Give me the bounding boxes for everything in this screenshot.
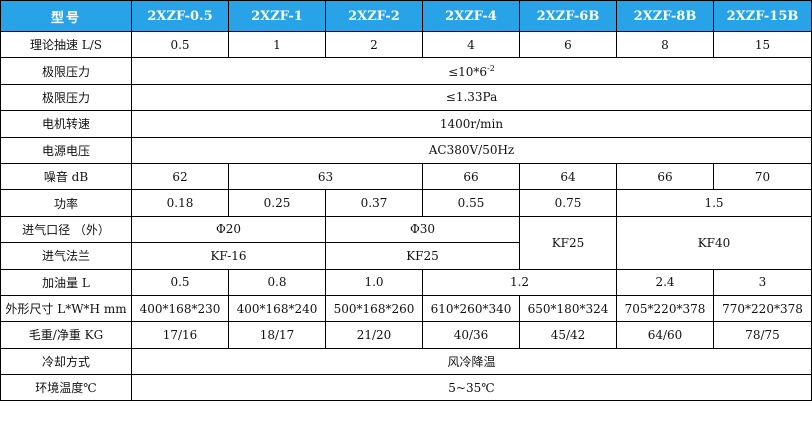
table-cell: 0.75 bbox=[519, 189, 617, 217]
table-cell: 63 bbox=[228, 162, 423, 191]
row-label: 进气口径 （外） bbox=[0, 215, 132, 244]
table-cell: 1 bbox=[228, 30, 326, 59]
table-cell: 0.5 bbox=[131, 30, 229, 59]
table-cell: 4 bbox=[422, 30, 520, 59]
table-cell: 0.8 bbox=[228, 268, 326, 296]
table-cell: KF25 bbox=[519, 215, 617, 270]
table-cell: 66 bbox=[422, 162, 520, 191]
row-label: 外形尺寸 L*W*H mm bbox=[0, 294, 132, 323]
row-power: 功率 0.18 0.25 0.37 0.55 0.75 1.5 bbox=[0, 189, 812, 217]
table-cell: 2 bbox=[325, 30, 423, 59]
header-row: 型号 2XZF-0.5 2XZF-1 2XZF-2 2XZF-4 2XZF-6B… bbox=[0, 0, 812, 32]
table-cell: 40/36 bbox=[422, 321, 520, 349]
table-cell: 45/42 bbox=[519, 321, 617, 349]
model-header: 2XZF-1 bbox=[228, 0, 326, 32]
pressure-value: ≤10*6 bbox=[448, 64, 488, 79]
table-cell: 62 bbox=[131, 162, 229, 191]
row-label: 电机转速 bbox=[0, 110, 132, 138]
table-cell-span: ≤1.33Pa bbox=[131, 83, 812, 112]
table-cell: Φ30 bbox=[325, 215, 520, 244]
row-label: 环境温度℃ bbox=[0, 374, 132, 402]
row-label: 毛重/净重 KG bbox=[0, 321, 132, 349]
row-oil: 加油量 L 0.5 0.8 1.0 1.2 2.4 3 bbox=[0, 268, 812, 296]
row-label: 进气法兰 bbox=[0, 242, 132, 270]
row-label: 功率 bbox=[0, 189, 132, 217]
row-noise: 噪音 dB 62 63 66 64 66 70 bbox=[0, 162, 812, 191]
table-cell: 64 bbox=[519, 162, 617, 191]
table-cell: 1.5 bbox=[616, 189, 812, 217]
table-cell: 78/75 bbox=[713, 321, 812, 349]
row-pumping-speed: 理论抽速 L/S 0.5 1 2 4 6 8 15 bbox=[0, 30, 812, 59]
model-header: 2XZF-4 bbox=[422, 0, 520, 32]
header-label: 型号 bbox=[0, 0, 132, 32]
table-cell: 6 bbox=[519, 30, 617, 59]
table-cell: 1.0 bbox=[325, 268, 423, 296]
table-cell: 1.2 bbox=[422, 268, 617, 296]
row-ambient-temperature: 环境温度℃ 5~35℃ bbox=[0, 374, 812, 402]
table-cell: 400*168*230 bbox=[131, 294, 229, 323]
table-cell: 0.5 bbox=[131, 268, 229, 296]
model-header: 2XZF-0.5 bbox=[131, 0, 229, 32]
table-cell: 15 bbox=[713, 30, 812, 59]
table-cell: 650*180*324 bbox=[519, 294, 617, 323]
pressure-exponent: -2 bbox=[487, 63, 495, 73]
table-cell: 17/16 bbox=[131, 321, 229, 349]
table-cell: KF25 bbox=[325, 242, 520, 270]
table-cell: 0.25 bbox=[228, 189, 326, 217]
table-cell-span: ≤10*6-2 bbox=[131, 57, 812, 85]
row-dimensions: 外形尺寸 L*W*H mm 400*168*230 400*168*240 50… bbox=[0, 294, 812, 323]
table-cell: KF40 bbox=[616, 215, 812, 270]
table-cell: 0.55 bbox=[422, 189, 520, 217]
table-cell: 400*168*240 bbox=[228, 294, 326, 323]
table-cell: 8 bbox=[616, 30, 714, 59]
row-label: 理论抽速 L/S bbox=[0, 30, 132, 59]
row-label: 冷却方式 bbox=[0, 347, 132, 376]
table-cell-span: 1400r/min bbox=[131, 110, 812, 138]
table-cell: 21/20 bbox=[325, 321, 423, 349]
row-ultimate-pressure-2: 极限压力 ≤1.33Pa bbox=[0, 83, 812, 112]
row-motor-speed: 电机转速 1400r/min bbox=[0, 110, 812, 138]
table-cell: 2.4 bbox=[616, 268, 714, 296]
row-inlet-flange: 进气法兰 KF-16 KF25 bbox=[0, 242, 812, 270]
table-cell-span: 5~35℃ bbox=[131, 374, 812, 402]
row-ultimate-pressure-1: 极限压力 ≤10*6-2 bbox=[0, 57, 812, 85]
row-weight: 毛重/净重 KG 17/16 18/17 21/20 40/36 45/42 6… bbox=[0, 321, 812, 349]
row-label: 电源电压 bbox=[0, 136, 132, 164]
table-cell: 0.18 bbox=[131, 189, 229, 217]
table-cell: 3 bbox=[713, 268, 812, 296]
table-cell: 500*168*260 bbox=[325, 294, 423, 323]
model-header: 2XZF-8B bbox=[616, 0, 714, 32]
table-cell-span: 风冷降温 bbox=[131, 347, 812, 376]
row-power-supply: 电源电压 AC380V/50Hz bbox=[0, 136, 812, 164]
table-cell: 18/17 bbox=[228, 321, 326, 349]
model-header: 2XZF-2 bbox=[325, 0, 423, 32]
table-cell: 705*220*378 bbox=[616, 294, 714, 323]
table-cell-span: AC380V/50Hz bbox=[131, 136, 812, 164]
model-header: 2XZF-15B bbox=[713, 0, 812, 32]
table-cell: 0.37 bbox=[325, 189, 423, 217]
table-cell: KF-16 bbox=[131, 242, 326, 270]
row-label: 极限压力 bbox=[0, 57, 132, 85]
row-label: 极限压力 bbox=[0, 83, 132, 112]
spec-table: 型号 2XZF-0.5 2XZF-1 2XZF-2 2XZF-4 2XZF-6B… bbox=[0, 0, 812, 402]
row-label: 噪音 dB bbox=[0, 162, 132, 191]
table-cell: 770*220*378 bbox=[713, 294, 812, 323]
table-cell: 610*260*340 bbox=[422, 294, 520, 323]
row-cooling: 冷却方式 风冷降温 bbox=[0, 347, 812, 376]
table-cell: 66 bbox=[616, 162, 714, 191]
table-cell: Φ20 bbox=[131, 215, 326, 244]
table-cell: 64/60 bbox=[616, 321, 714, 349]
row-label: 加油量 L bbox=[0, 268, 132, 296]
model-header: 2XZF-6B bbox=[519, 0, 617, 32]
table-cell: 70 bbox=[713, 162, 812, 191]
row-inlet-diameter: 进气口径 （外） Φ20 Φ30 KF25 KF40 bbox=[0, 215, 812, 270]
